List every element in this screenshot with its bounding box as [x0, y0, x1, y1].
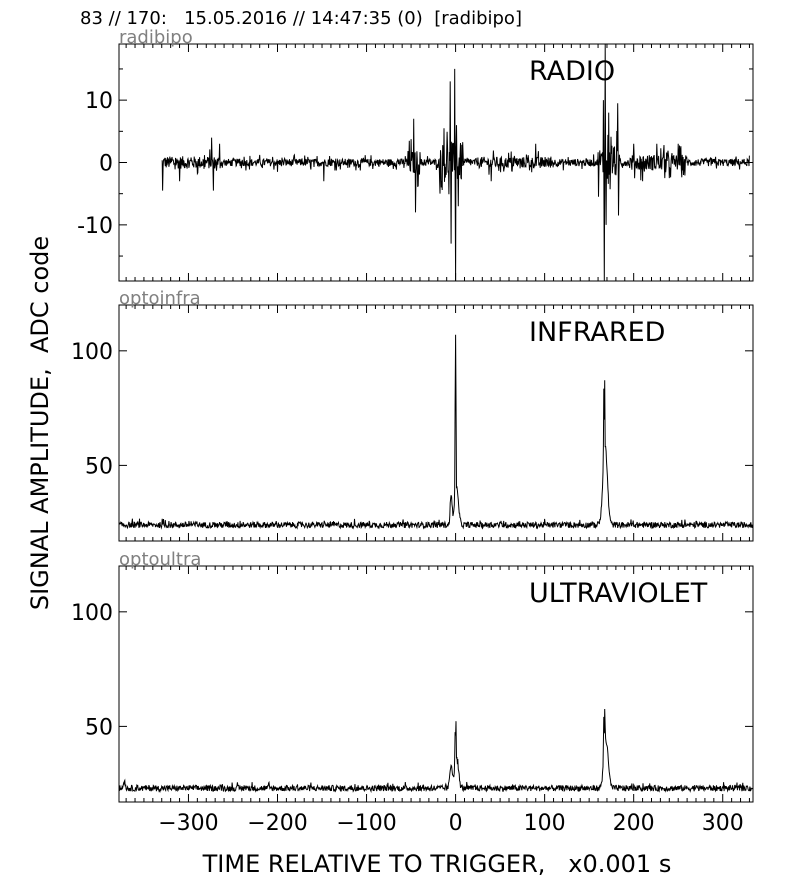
x-axis-label: TIME RELATIVE TO TRIGGER, x0.001 s	[202, 850, 672, 878]
panel-label: RADIO	[529, 56, 615, 87]
channel-name: optoultra	[119, 549, 201, 570]
x-tick-label: −300	[158, 811, 218, 836]
panel-optoinfra: 100 50 optoinfra INFRARED	[71, 288, 754, 542]
y-tick-label: -10	[77, 214, 113, 239]
panel-radibipo: 10 0 -10 radibipo RADIO	[77, 27, 754, 282]
x-tick-label: 300	[702, 811, 744, 836]
y-tick-label: 0	[99, 152, 113, 177]
y-tick-label: 100	[71, 601, 113, 626]
record-header: 83 // 170: 15.05.2016 // 14:47:35 (0) [r…	[80, 8, 522, 29]
signal-trace-optoinfra	[119, 334, 753, 530]
panel-frame	[118, 304, 754, 542]
panel-label: ULTRAVIOLET	[529, 578, 708, 609]
x-tick-label: 0	[449, 811, 463, 836]
y-tick-label: 50	[85, 454, 113, 479]
y-tick-label: 50	[85, 715, 113, 740]
x-tick-label: −100	[336, 811, 396, 836]
panel-frame	[118, 565, 754, 803]
y-tick-label: 10	[85, 89, 113, 114]
x-tick-label: 200	[613, 811, 655, 836]
panel-optoultra: 100 50 optoultra ULTRAVIOLET	[71, 549, 754, 803]
x-tick-label: −200	[247, 811, 307, 836]
x-tick-label: 100	[524, 811, 566, 836]
channel-name: radibipo	[119, 27, 193, 48]
signal-trace-radibipo	[161, 44, 750, 281]
channel-name: optoinfra	[119, 288, 201, 309]
signal-trace-optoultra	[119, 708, 753, 794]
y-tick-label: 100	[71, 340, 113, 365]
panel-label: INFRARED	[529, 317, 665, 348]
y-axis-label: SIGNAL AMPLITUDE, ADC code	[26, 236, 54, 610]
